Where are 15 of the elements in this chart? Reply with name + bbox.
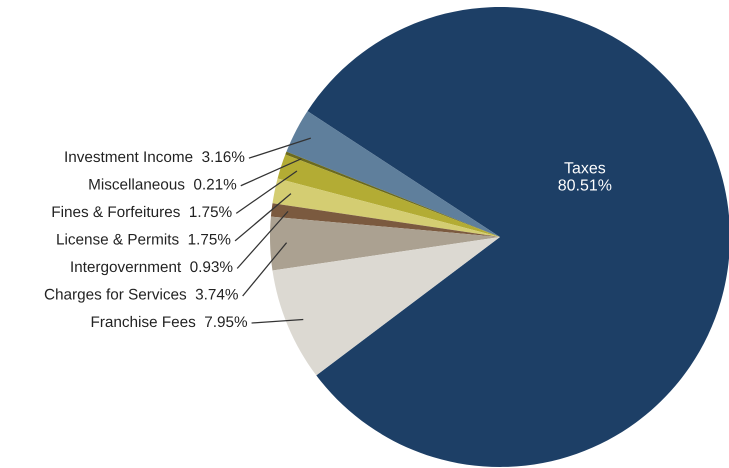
pie-slice [272,178,500,237]
slice-label: Miscellaneous 0.21% [89,178,236,190]
slice-label: License & Permits 1.75% [57,233,230,245]
slice-label: Franchise Fees 7.95% [92,316,248,328]
slice-label: Charges for Services 3.74% [44,288,238,303]
pie-slice [307,7,729,467]
slice-label: Intergovernment 0.93% [71,261,232,276]
slice-label: Taxes [564,162,606,174]
slice-label: Investment Income 3.16% [65,151,244,162]
pie-slice [286,111,500,237]
data-label: 80.51% [558,179,612,191]
slice-label: Fines & Forfeitures 1.75% [52,206,232,218]
pie-slice [270,216,500,271]
pie-slice [270,203,500,237]
pie-slice [272,237,500,376]
